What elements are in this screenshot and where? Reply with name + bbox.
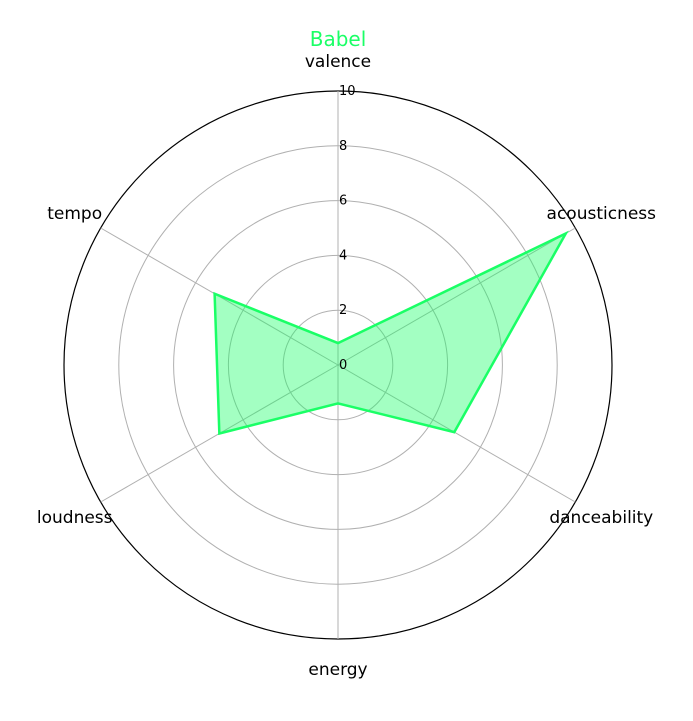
axis-label-loudness: loudness (37, 508, 113, 528)
axis-label-energy: energy (308, 660, 367, 680)
tick-label: 10 (339, 84, 356, 99)
chart-title: Babel (310, 27, 367, 51)
series-layer (213, 230, 569, 436)
axis-label-valence: valence (305, 52, 371, 72)
axis-label-tempo: tempo (47, 204, 102, 224)
tick-label: 2 (339, 303, 347, 318)
tick-label: 0 (339, 358, 347, 373)
spoke-danceability (337, 364, 576, 503)
axis-label-danceability: danceability (549, 508, 653, 528)
series-fill (214, 233, 566, 434)
tick-label: 8 (339, 139, 347, 154)
spoke-acousticness (337, 227, 576, 366)
tick-layer: 0 2 4 6 8 10 (339, 84, 356, 373)
tick-label: 6 (339, 194, 347, 209)
tick-label: 4 (339, 248, 347, 263)
axis-label-acousticness: acousticness (547, 204, 657, 224)
label-layer: valence acousticness danceability energy lou… (37, 52, 656, 680)
series-line (213, 230, 569, 436)
